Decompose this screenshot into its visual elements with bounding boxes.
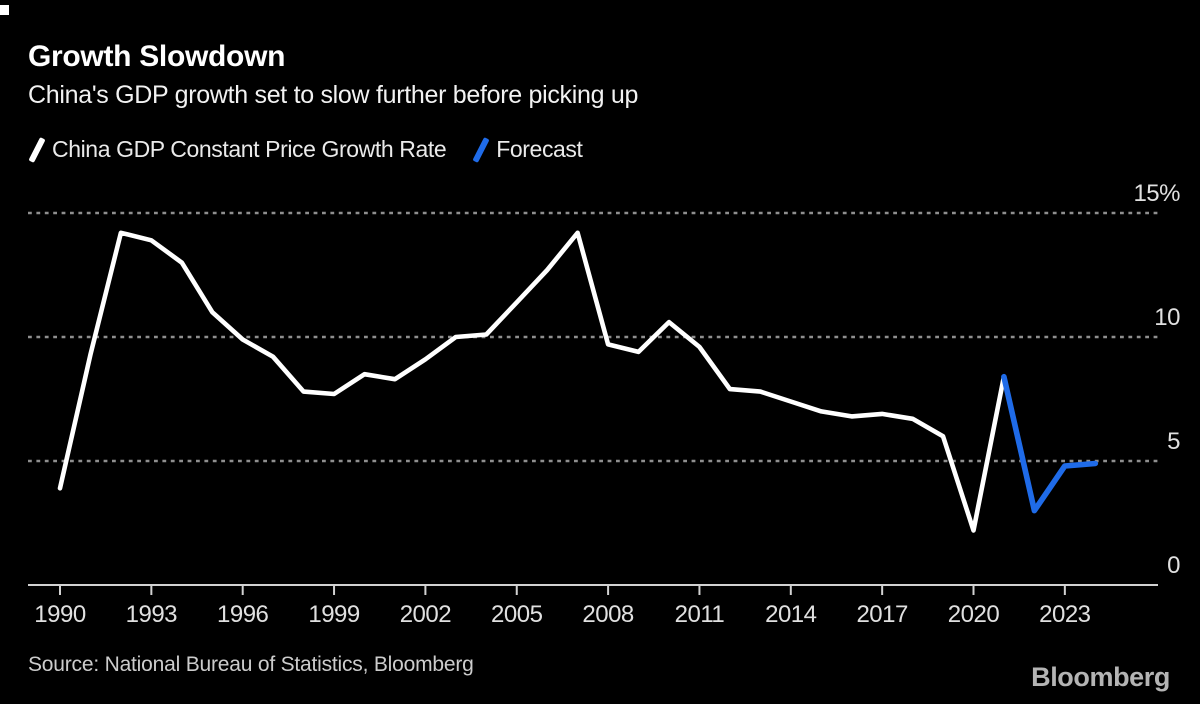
x-tick-label: 2002	[400, 601, 452, 628]
page-subtitle: China's GDP growth set to slow further b…	[28, 81, 639, 109]
x-tick-label: 2017	[856, 601, 908, 628]
legend-item-forecast: Forecast	[472, 136, 583, 163]
y-tick-label: 5	[1167, 428, 1180, 455]
x-tick-label: 2023	[1039, 601, 1091, 628]
x-tick-label: 1993	[126, 601, 178, 628]
x-tick-label: 1999	[308, 601, 360, 628]
x-tick-label: 1996	[217, 601, 269, 628]
legend-label-forecast: Forecast	[496, 136, 583, 162]
x-tick-label: 1990	[34, 601, 86, 628]
x-tick-label: 2005	[491, 601, 543, 628]
x-tick-label: 2014	[765, 601, 817, 628]
x-tick-label: 2020	[948, 601, 1000, 628]
y-tick-label: 0	[1167, 552, 1180, 579]
forecast-series-line	[1001, 373, 1099, 514]
y-tick-label: 10	[1154, 304, 1180, 331]
legend-item-actual: China GDP Constant Price Growth Rate	[28, 136, 447, 163]
page-title: Growth Slowdown	[28, 40, 286, 73]
chart-legend: China GDP Constant Price Growth Rate For…	[28, 136, 609, 163]
legend-label-actual: China GDP Constant Price Growth Rate	[52, 136, 447, 162]
y-tick-label: 15%	[1133, 180, 1180, 207]
corner-mark	[0, 5, 9, 15]
x-tick-label: 2011	[675, 601, 725, 628]
source-note: Source: National Bureau of Statistics, B…	[28, 653, 474, 676]
x-tick-label: 2008	[582, 601, 634, 628]
actual-series-line	[57, 230, 1007, 533]
bloomberg-logo: Bloomberg	[1031, 662, 1170, 692]
